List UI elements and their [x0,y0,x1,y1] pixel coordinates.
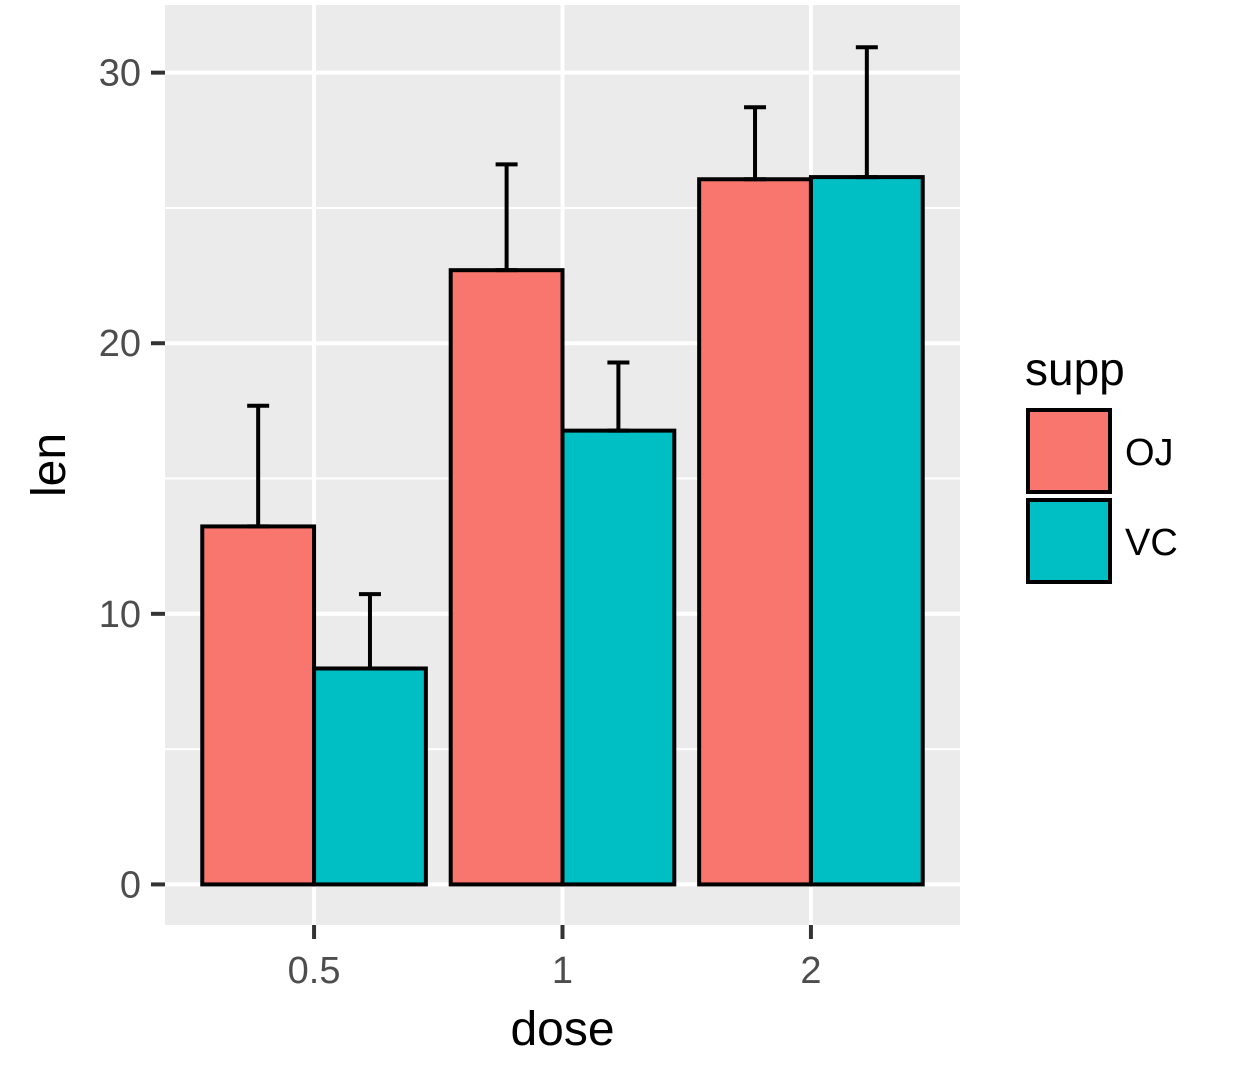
x-axis-title: dose [510,1003,614,1056]
error-bar-vc-dose-1 [607,360,630,433]
legend-title: supp [1025,343,1125,395]
error-bar-oj-dose-2 [744,105,767,182]
x-tick-label: 2 [800,950,821,992]
bar-oj-dose-2 [697,177,813,887]
legend-items: OJ VC [1026,408,1178,584]
legend-swatch [1026,408,1112,494]
x-tick-label: 0.5 [288,950,341,992]
error-bar-oj-dose-1 [495,162,518,273]
y-axis-title: len [23,433,76,497]
legend-label: VC [1125,522,1178,564]
x-axis: 0.5 1 2 [288,925,822,992]
legend-item-vc: VC [1026,498,1178,584]
error-bar-oj-dose-0.5 [247,403,270,529]
error-bar-vc-dose-0.5 [358,592,381,671]
bar-vc-dose-2 [808,175,925,887]
y-tick-label: 30 [99,53,141,95]
legend-item-oj: OJ [1026,408,1174,494]
bars [200,175,925,887]
bar-vc-dose-1 [560,428,677,887]
y-tick-label: 0 [120,864,141,906]
legend-label: OJ [1125,432,1174,474]
y-tick-label: 10 [99,594,141,636]
legend-swatch [1026,498,1112,584]
y-axis: 0 10 20 30 [99,53,165,906]
legend: supp OJ VC [1025,343,1178,584]
bar-oj-dose-1 [448,268,565,887]
error-bars [247,45,878,671]
x-tick-label: 1 [552,950,573,992]
bar-oj-dose-0.5 [200,524,317,887]
error-bar-vc-dose-2 [855,45,878,180]
y-tick-label: 20 [99,323,141,365]
bar-vc-dose-0.5 [312,666,428,887]
